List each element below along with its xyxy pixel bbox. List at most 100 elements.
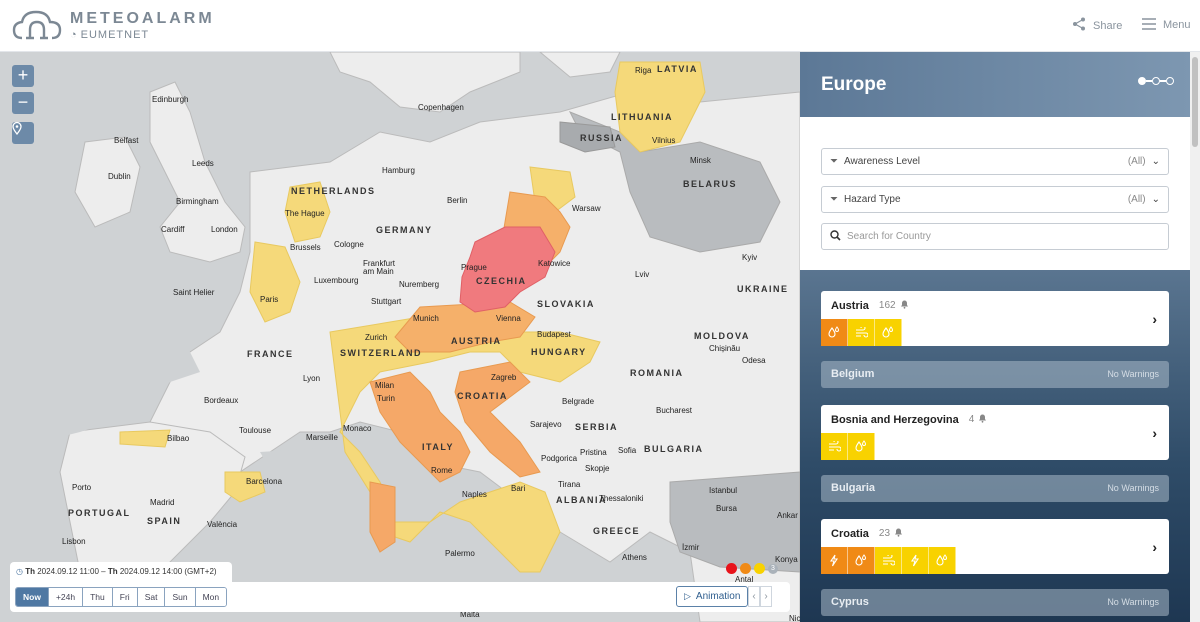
map-label-brussels: Brussels [290,243,321,252]
menu-button[interactable]: Menu [1142,17,1191,33]
chevron-right-icon[interactable]: › [1152,539,1157,555]
country-name-row: Austria 162 [831,299,909,312]
bell-icon [894,527,903,540]
search-placeholder: Search for Country [847,231,931,242]
country-row-no-warnings[interactable]: Cyprus No Warnings [821,589,1169,616]
hazard-type-select[interactable]: ⏷ Hazard Type (All) ⌄ [821,186,1169,213]
thunderstorm-icon [902,547,929,574]
country-name-row: Bosnia and Herzegovina 4 [831,413,987,426]
legend-count-badge[interactable]: 3 [768,564,778,574]
eumetnet-icon: ◔ [70,29,78,41]
share-button[interactable]: Share [1072,17,1122,34]
chevron-right-icon[interactable]: › [1152,311,1157,327]
filter-icon: ⏷ [830,194,838,205]
panel-scrollbar-thumb[interactable] [1192,57,1198,147]
chevron-down-icon: ⌄ [1151,194,1160,205]
map-label-frankfurt: Frankfurt [363,259,396,268]
day-tab[interactable]: Sat [137,588,166,606]
map-label-bordeaux: Bordeaux [204,396,239,405]
day-tab[interactable]: Sun [165,588,196,606]
map-label-prague: Prague [461,263,487,272]
map-label-istanbul: Istanbul [709,486,738,495]
chevron-right-icon[interactable]: › [1152,425,1157,441]
chevron-right-icon: › [764,591,768,602]
map-label-ankara: Ankar [777,511,798,520]
day-tab[interactable]: Fri [112,588,138,606]
hazard-type-label: Hazard Type [844,194,901,205]
map-label-portugal: PORTUGAL [68,508,131,518]
rain-icon [821,319,848,346]
zoom-out-button[interactable]: − [12,92,34,114]
map-label-italy: ITALY [422,442,455,452]
map-label-vilnius: Vilnius [652,136,676,145]
animation-button[interactable]: ▷ Animation [676,586,749,607]
legend-yellow-dot[interactable] [754,563,765,574]
share-label: Share [1093,19,1123,32]
filters-section: ⏷ Awareness Level (All) ⌄ ⏷ Hazard Type … [800,117,1190,270]
step-indicator-icon[interactable] [1138,77,1174,85]
panel-scrollbar[interactable] [1190,52,1200,622]
time-to: 2024.09.12 14:00 (GMT+2) [119,567,217,576]
country-row-no-warnings[interactable]: Bulgaria No Warnings [821,475,1169,502]
meteoalarm-logo[interactable]: METEOALARM ◔ EUMETNET [12,8,215,44]
map-label-hamburg: Hamburg [382,166,415,175]
day-tabs: Now +24h Thu Fri Sat Sun Mon [15,587,228,607]
no-warnings-label: No Warnings [1107,597,1159,607]
map-label-hungary: HUNGARY [531,347,587,357]
awareness-level-select[interactable]: ⏷ Awareness Level (All) ⌄ [821,148,1169,175]
map-label-bulgaria: BULGARIA [644,444,704,454]
country-panel: Europe ⏷ Awareness Level (All) ⌄ ⏷ Hazar… [800,52,1190,622]
map-label-paris: Paris [260,295,279,304]
map-label-lyon: Lyon [303,374,321,383]
no-warnings-label: No Warnings [1107,483,1159,493]
map-label-albania: ALBANIA [556,495,607,505]
map-label-slovakia: SLOVAKIA [537,299,595,309]
map-label-lviv: Lviv [635,270,650,279]
locate-button[interactable] [12,122,34,144]
map-label-luxembourg: Luxembourg [314,276,359,285]
logo-cloud-icon [12,10,62,40]
map-label-russia: RUSSIA [580,133,624,143]
panel-header: Europe [800,52,1190,117]
map-label-edinburgh: Edinburgh [152,95,189,104]
hazard-icons [821,319,902,346]
map-canvas [0,52,800,622]
zoom-in-button[interactable]: + [12,65,34,87]
map-label-cologne: Cologne [334,240,364,249]
map-label-warsaw: Warsaw [572,204,601,213]
day-tab[interactable]: +24h [48,588,84,606]
animation-prev-button[interactable]: ‹ [748,586,760,607]
awareness-level-label: Awareness Level [844,156,920,167]
day-tab[interactable]: Mon [195,588,227,606]
day-tab[interactable]: Now [16,588,49,606]
warning-count: 162 [878,300,896,311]
rain-icon [875,319,902,346]
country-card[interactable]: Austria 162 › [821,291,1169,346]
country-name: Austria [831,299,869,312]
clock-icon: ◷ [16,567,23,576]
map-label-lisbon: Lisbon [62,537,86,546]
animation-next-button[interactable]: › [760,586,772,607]
map-label-podgorica: Podgorica [541,454,578,463]
bell-icon [900,299,909,312]
country-card[interactable]: Bosnia and Herzegovina 4 › [821,405,1169,460]
legend-orange-dot[interactable] [740,563,751,574]
map-label-bilbao: Bilbao [167,434,190,443]
map-label-malta: Malta [460,610,480,619]
no-warnings-label: No Warnings [1107,369,1159,379]
map-label-germany: GERMANY [376,225,433,235]
map-label-madrid: Madrid [150,498,175,507]
map-label-antalya: Antal [735,575,754,584]
map-label-odesa: Odesa [742,356,766,365]
country-row-no-warnings[interactable]: Belgium No Warnings [821,361,1169,388]
animation-label: Animation [695,591,741,602]
top-header: METEOALARM ◔ EUMETNET Share Menu [0,0,1200,52]
map-label-lithuania: LITHUANIA [611,112,673,122]
map-label-belgrade: Belgrade [562,397,595,406]
warning-map[interactable]: LATVIA Riga LITHUANIA Vilnius RUSSIA Min… [0,52,800,622]
country-card[interactable]: Croatia 23 › [821,519,1169,574]
country-search-input[interactable]: Search for Country [821,223,1169,250]
day-tab[interactable]: Thu [83,588,113,606]
legend-red-dot[interactable] [726,563,737,574]
map-label-katowice: Katowice [538,259,571,268]
